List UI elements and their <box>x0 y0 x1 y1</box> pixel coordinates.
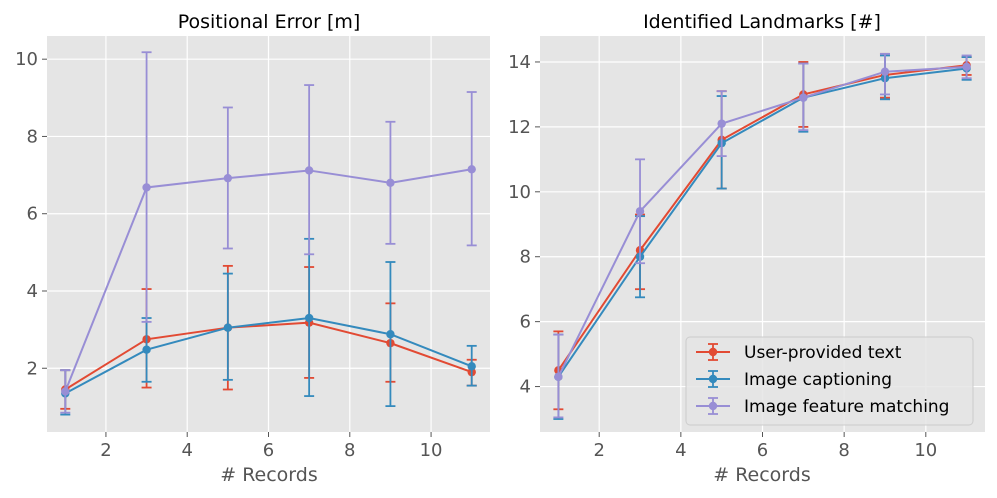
chart-positional-error: Positional Error [m] # Records 2 4 6 8 10 2 4 6… <box>15 11 490 486</box>
series-line <box>557 65 967 378</box>
series-line <box>64 321 473 391</box>
data-point <box>962 62 971 72</box>
x-tick-label: 8 <box>838 440 849 461</box>
x-tick-label: 4 <box>675 440 686 461</box>
y-tick-label: 12 <box>508 117 531 138</box>
data-point <box>142 183 151 192</box>
legend-marker <box>708 374 718 384</box>
legend-label: Image captioning <box>744 370 892 390</box>
data-point <box>554 372 563 382</box>
x-axis-label: # Records <box>713 464 811 486</box>
x-tick-label: 2 <box>593 440 604 461</box>
legend-box <box>685 336 974 426</box>
data-point <box>799 93 808 102</box>
data-point <box>304 166 314 175</box>
x-tick-label: 8 <box>344 440 355 461</box>
data-point <box>142 345 151 354</box>
data-point <box>880 67 890 76</box>
y-tick-label: 8 <box>520 247 531 268</box>
y-tick-label: 14 <box>508 52 531 73</box>
data-point <box>223 323 233 332</box>
x-tick-label: 4 <box>181 440 192 461</box>
x-tick-label: 10 <box>914 440 937 461</box>
series-line <box>64 168 472 392</box>
chart-title: Identified Landmarks [#] <box>643 11 881 33</box>
chart-title: Positional Error [m] <box>178 11 361 33</box>
data-point <box>717 119 726 128</box>
legend-marker <box>708 401 718 411</box>
y-tick-label: 6 <box>27 204 38 225</box>
series-line <box>64 317 473 395</box>
legend: User-provided text Image captioning Image … <box>685 336 974 426</box>
data-point <box>635 207 645 216</box>
data-point <box>61 387 70 396</box>
legend-marker <box>708 347 718 357</box>
y-tick-label: 4 <box>27 281 38 302</box>
series-line <box>557 64 967 371</box>
data-point <box>304 313 314 323</box>
x-axis-label: # Records <box>220 464 318 486</box>
legend-label: Image feature matching <box>744 397 949 417</box>
data-point <box>223 173 233 183</box>
legend-label: User-provided text <box>744 343 902 363</box>
x-tick-label: 6 <box>263 440 274 461</box>
y-tick-label: 10 <box>508 182 531 203</box>
x-tick-label: 6 <box>757 440 768 461</box>
x-tick-label: 2 <box>100 440 111 461</box>
x-tick-label: 10 <box>420 440 443 461</box>
data-point <box>386 178 395 188</box>
y-tick-label: 2 <box>27 358 38 379</box>
data-point <box>386 330 395 339</box>
y-tick-label: 6 <box>520 312 531 333</box>
data-point <box>467 165 476 174</box>
series-line <box>557 67 967 378</box>
y-tick-label: 4 <box>520 377 531 398</box>
series-image-feature-matching <box>60 51 477 414</box>
y-tick-label: 8 <box>27 126 38 147</box>
y-tick-label: 10 <box>15 49 38 70</box>
series-image-captioning <box>60 237 477 416</box>
series-image-feature-matching <box>553 52 972 419</box>
data-point <box>467 362 476 371</box>
